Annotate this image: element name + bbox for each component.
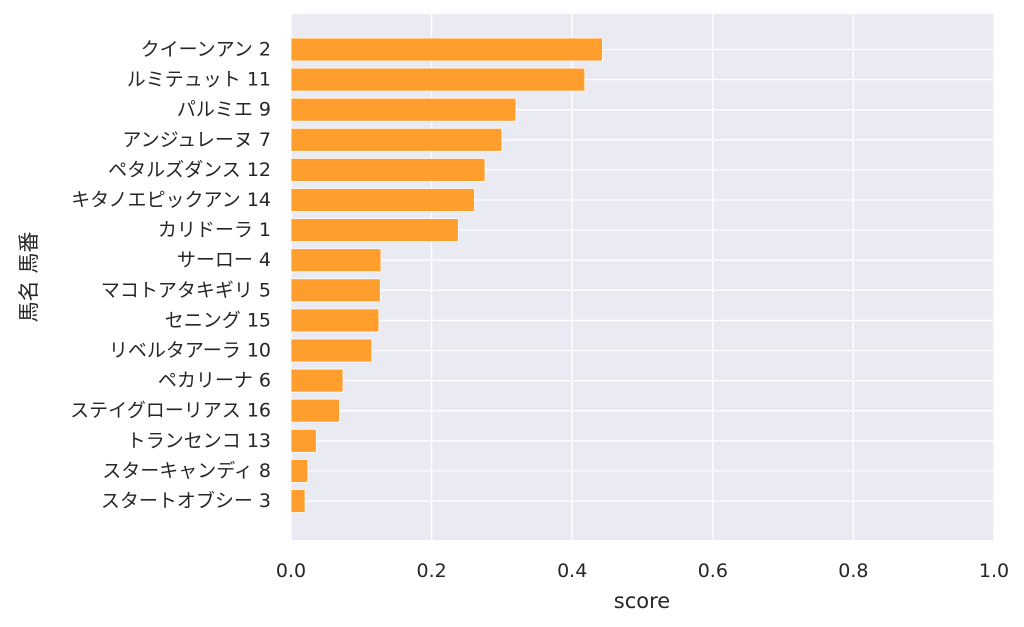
y-tick-label: キタノエピックアン 14 xyxy=(71,189,271,211)
bar xyxy=(290,308,380,333)
bar xyxy=(290,428,317,453)
bar xyxy=(290,127,503,152)
y-tick-label: セニング 15 xyxy=(165,309,271,331)
bars xyxy=(290,37,603,513)
y-tick-label: ペカリーナ 6 xyxy=(158,370,271,392)
bar xyxy=(290,248,382,273)
y-tick-label: クイーンアン 2 xyxy=(141,39,271,61)
y-axis-label: 馬名 馬番 xyxy=(17,232,41,323)
bar xyxy=(290,368,344,393)
x-tick-label: 0.2 xyxy=(416,560,446,582)
y-tick-labels: クイーンアン 2 ルミテュット 11 パルミエ 9 アンジュレーヌ 7 ペタルズダンス … xyxy=(70,39,271,513)
bar xyxy=(290,157,486,182)
y-tick-label: スターキャンディ 8 xyxy=(102,460,271,482)
x-tick-label: 1.0 xyxy=(979,560,1009,582)
bar xyxy=(290,218,459,243)
y-tick-label: ステイグローリアス 16 xyxy=(70,400,271,422)
bar xyxy=(290,67,586,92)
y-tick-label: サーロー 4 xyxy=(177,249,271,271)
x-tick-label: 0.8 xyxy=(838,560,868,582)
bar xyxy=(290,338,373,363)
y-tick-label: リベルタアーラ 10 xyxy=(109,340,271,362)
plot-background xyxy=(291,14,994,540)
bar xyxy=(290,398,340,423)
y-tick-label: ルミテュット 11 xyxy=(127,69,271,91)
y-tick-label: パルミエ 9 xyxy=(177,99,271,121)
y-tick-label: アンジュレーヌ 7 xyxy=(122,129,271,151)
y-tick-label: ペタルズダンス 12 xyxy=(108,159,271,181)
bar xyxy=(290,278,381,303)
x-tick-labels: 0.0 0.2 0.4 0.6 0.8 1.0 xyxy=(276,560,1009,582)
x-axis-label: score xyxy=(614,589,670,613)
x-tick-label: 0.6 xyxy=(698,560,728,582)
y-tick-label: スタートオブシー 3 xyxy=(101,489,271,512)
bar xyxy=(290,489,306,513)
bar xyxy=(290,188,475,212)
y-tick-label: マコトアタキギリ 5 xyxy=(101,279,271,301)
x-tick-label: 0.0 xyxy=(276,560,306,582)
bar xyxy=(290,37,603,62)
y-tick-label: カリドーラ 1 xyxy=(158,219,271,241)
bar xyxy=(290,458,309,483)
bar xyxy=(290,97,517,122)
x-tick-label: 0.4 xyxy=(557,560,587,582)
y-tick-label: トランセンコ 13 xyxy=(127,430,271,452)
